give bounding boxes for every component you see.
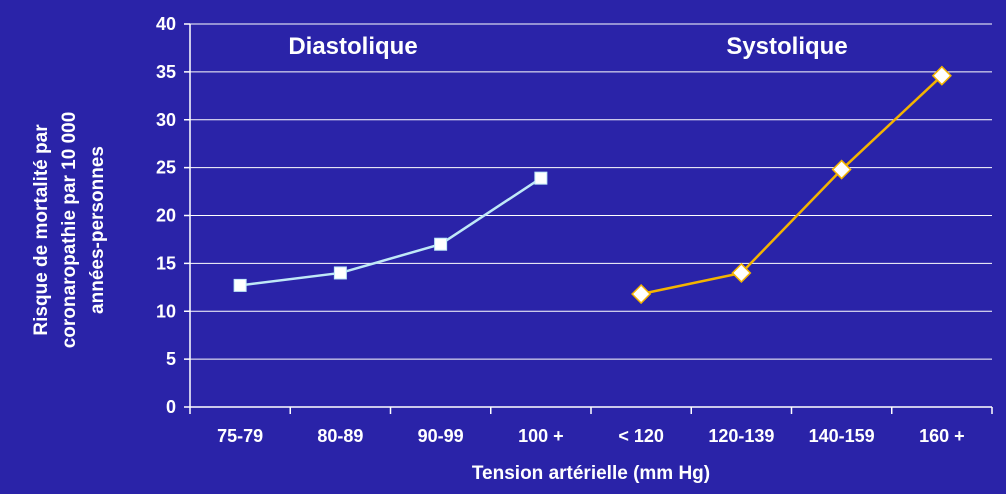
series-layer	[233, 65, 952, 305]
y-tick-label-35: 35	[156, 62, 176, 82]
series-line-0	[239, 177, 542, 287]
data-point-diastolic-0	[233, 278, 247, 292]
y-tick-label-20: 20	[156, 206, 176, 226]
x-tick-label-3: 100 +	[518, 426, 564, 446]
y-tick-label-0: 0	[166, 397, 176, 417]
gridlines	[190, 23, 992, 360]
y-tick-label-30: 30	[156, 110, 176, 130]
y-tick-label-5: 5	[166, 349, 176, 369]
y-tick-label-10: 10	[156, 301, 176, 321]
x-tick-label-5: 120-139	[708, 426, 774, 446]
series-1	[631, 65, 952, 305]
y-axis-ticks: 0 5 10 15 20 25 30 35 40	[156, 14, 190, 417]
x-axis-ticks: 75-79 80-89 90-99 100 + < 120 120-139 140-159 1…	[189, 407, 993, 446]
group-label-systolic: Systolique	[726, 33, 847, 60]
y-axis-title-line-2: coronaropathie par 10 000	[59, 112, 80, 349]
data-point-diastolic-2	[434, 237, 448, 251]
x-tick-label-7: 160 +	[919, 426, 965, 446]
x-tick-label-4: < 120	[618, 426, 664, 446]
group-label-diastolic: Diastolique	[288, 33, 417, 60]
x-axis-title: Tension artérielle (mm Hg)	[472, 463, 710, 484]
data-point-systolic-0	[631, 283, 652, 305]
y-tick-label-15: 15	[156, 253, 176, 273]
series-0	[233, 171, 548, 292]
data-point-systolic-3	[931, 65, 952, 86]
data-point-systolic-1	[731, 262, 752, 284]
x-tick-label-1: 80-89	[317, 426, 363, 446]
y-axis-title-line-3: années-personnes	[87, 146, 108, 314]
y-axis-title: Risque de mortalité par coronaropathie p…	[31, 112, 108, 349]
y-tick-label-25: 25	[156, 158, 176, 178]
data-point-diastolic-3	[534, 171, 548, 185]
y-tick-label-40: 40	[156, 14, 176, 34]
data-point-diastolic-1	[333, 266, 347, 280]
x-tick-label-0: 75-79	[217, 426, 263, 446]
series-line-1	[640, 74, 943, 296]
x-tick-label-2: 90-99	[418, 426, 464, 446]
x-tick-label-6: 140-159	[809, 426, 875, 446]
y-axis-title-line-1: Risque de mortalité par	[31, 124, 52, 336]
data-point-systolic-2	[831, 159, 852, 180]
